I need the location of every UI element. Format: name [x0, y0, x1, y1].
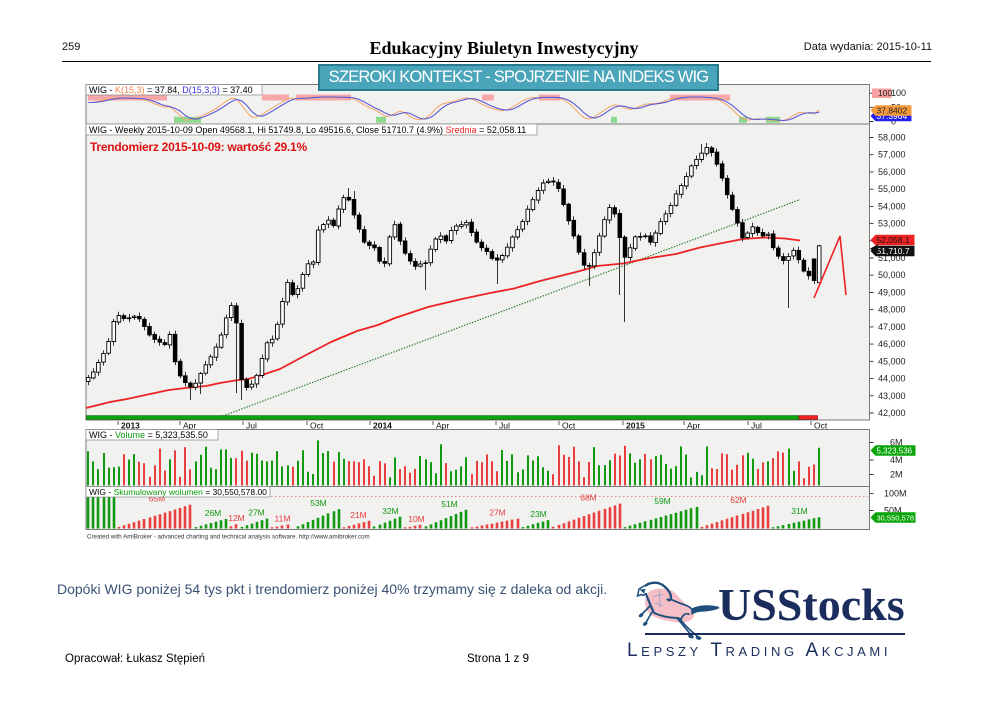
svg-text:Apr: Apr: [687, 421, 700, 431]
svg-text:42,000: 42,000: [878, 408, 906, 418]
svg-text:32M: 32M: [382, 506, 399, 516]
svg-text:31M: 31M: [791, 506, 808, 516]
svg-text:56,000: 56,000: [878, 167, 906, 177]
svg-text:WIG - Skumulowany wolumen = 30: WIG - Skumulowany wolumen = 30,550,578.0…: [89, 487, 267, 497]
svg-text:27M: 27M: [489, 508, 506, 518]
svg-text:4M: 4M: [890, 455, 903, 465]
svg-text:10M: 10M: [408, 514, 425, 524]
svg-text:Jul: Jul: [246, 421, 257, 431]
svg-text:100: 100: [878, 88, 892, 98]
svg-text:51,710.7: 51,710.7: [877, 246, 910, 256]
svg-text:Oct: Oct: [562, 421, 576, 431]
svg-text:Jul: Jul: [751, 421, 762, 431]
svg-text:48,000: 48,000: [878, 305, 906, 315]
svg-text:46,000: 46,000: [878, 339, 906, 349]
svg-text:50,000: 50,000: [878, 270, 906, 280]
svg-text:WIG - K(15,3) = 37.84, D(15,3,: WIG - K(15,3) = 37.84, D(15,3,3) = 37.40: [89, 85, 253, 95]
svg-text:100: 100: [891, 88, 906, 98]
svg-text:47,000: 47,000: [878, 322, 906, 332]
svg-text:100M: 100M: [884, 488, 907, 498]
svg-text:27M: 27M: [248, 508, 265, 518]
svg-text:37.3964: 37.3964: [877, 111, 908, 121]
svg-text:65M: 65M: [149, 494, 166, 504]
svg-text:6M: 6M: [890, 438, 903, 448]
svg-text:Apr: Apr: [436, 421, 449, 431]
svg-text:26M: 26M: [205, 508, 222, 518]
svg-text:2014: 2014: [373, 421, 392, 431]
svg-text:58,000: 58,000: [878, 133, 906, 143]
svg-text:Oct: Oct: [310, 421, 324, 431]
svg-text:2013: 2013: [121, 421, 140, 431]
svg-text:62M: 62M: [730, 495, 747, 505]
svg-text:WIG - Volume = 5,323,535.50: WIG - Volume = 5,323,535.50: [89, 430, 208, 440]
svg-text:50M: 50M: [884, 506, 902, 516]
svg-text:Oct: Oct: [814, 421, 828, 431]
svg-text:Trendomierz 2015-10-09: wartoś: Trendomierz 2015-10-09: wartość 29.1%: [90, 140, 307, 154]
svg-text:2015: 2015: [626, 421, 645, 431]
svg-text:5,323,536: 5,323,536: [877, 447, 913, 456]
svg-text:45,000: 45,000: [878, 356, 906, 366]
svg-text:0: 0: [891, 117, 896, 127]
svg-text:Apr: Apr: [183, 421, 196, 431]
svg-text:Jul: Jul: [499, 421, 510, 431]
svg-text:53,000: 53,000: [878, 219, 906, 229]
svg-text:54,000: 54,000: [878, 201, 906, 211]
svg-text:21M: 21M: [350, 510, 367, 520]
svg-text:55,000: 55,000: [878, 184, 906, 194]
svg-text:49,000: 49,000: [878, 288, 906, 298]
svg-text:2M: 2M: [890, 470, 903, 480]
svg-text:43,000: 43,000: [878, 391, 906, 401]
svg-text:51,000: 51,000: [878, 253, 906, 263]
svg-text:68M: 68M: [580, 493, 597, 503]
svg-text:53M: 53M: [310, 498, 327, 508]
svg-text:37.8402: 37.8402: [877, 106, 908, 116]
svg-text:WIG - Weekly 2015-10-09 Open 4: WIG - Weekly 2015-10-09 Open 49568.1, Hi…: [89, 125, 526, 135]
svg-text:57,000: 57,000: [878, 150, 906, 160]
svg-text:12M: 12M: [228, 513, 245, 523]
svg-text:44,000: 44,000: [878, 374, 906, 384]
svg-text:23M: 23M: [530, 509, 547, 519]
svg-text:59M: 59M: [654, 496, 671, 506]
svg-text:30,550,578: 30,550,578: [877, 514, 915, 523]
svg-text:Created with AmiBroker - advan: Created with AmiBroker - advanced charti…: [87, 534, 370, 541]
svg-text:11M: 11M: [275, 514, 291, 524]
svg-text:52,058.1: 52,058.1: [877, 235, 910, 245]
svg-text:51M: 51M: [441, 499, 458, 509]
